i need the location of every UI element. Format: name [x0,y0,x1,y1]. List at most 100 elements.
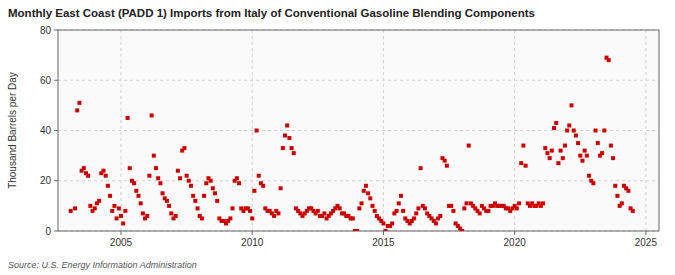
point [189,184,193,188]
point [580,159,584,163]
point [434,221,438,225]
point [152,154,156,158]
point [287,136,291,140]
source-note: Source: U.S. Energy Information Administ… [8,260,197,270]
point [351,216,355,220]
point [115,216,119,220]
point [613,184,617,188]
point [620,201,624,205]
point [478,211,482,215]
point [248,209,252,213]
point [136,194,140,198]
grid [58,30,659,231]
x-tick-label: 2025 [635,237,658,248]
point [545,151,549,155]
point [615,194,619,198]
point [596,141,600,145]
point [559,149,563,153]
point [449,204,453,208]
point [204,181,208,185]
point [591,181,595,185]
point [563,144,567,148]
point [69,209,73,213]
point [631,209,635,213]
point [626,189,630,193]
point [316,209,320,213]
point [139,201,143,205]
point [583,149,587,153]
x-grid-line [120,30,121,231]
point [611,156,615,160]
point [338,206,342,210]
point [423,206,427,210]
point [257,174,261,178]
point [397,201,401,205]
point [200,216,204,220]
x-tick-label: 2005 [110,237,133,248]
point [211,186,215,190]
x-tick-label: 2020 [504,237,527,248]
axes: 02040608020052010201520202025 [40,25,659,249]
point [364,184,368,188]
x-grid-line [252,30,253,231]
point [93,206,97,210]
point [117,206,121,210]
y-grid-line [58,180,659,181]
y-tick-label: 20 [40,175,52,186]
point [567,123,571,127]
point [355,229,359,231]
point [521,144,525,148]
point [169,211,173,215]
chart-container: 02040608020052010201520202025Monthly Eas… [0,0,675,275]
point [196,206,200,210]
point [132,181,136,185]
point [519,161,523,165]
point [594,129,598,133]
x-grid-line [645,30,646,231]
point [101,169,105,173]
y-tick [54,80,58,81]
point [381,221,385,225]
point [252,189,256,193]
chart-svg: 02040608020052010201520202025Monthly Eas… [0,0,675,275]
y-tick-label: 40 [40,125,52,136]
point [357,206,361,210]
point [438,214,442,218]
point [215,199,219,203]
point [384,229,388,231]
point [486,209,490,213]
x-grid-line [514,30,515,231]
point [167,204,171,208]
x-tick [383,231,384,235]
point [395,209,399,213]
point [390,221,394,225]
point [178,176,182,180]
point [368,196,372,200]
point [141,211,145,215]
y-tick [54,231,58,232]
y-tick [54,180,58,181]
point [185,174,189,178]
point [250,216,254,220]
point [110,209,114,213]
point [75,108,79,112]
point [235,176,239,180]
x-tick [514,231,515,235]
point [548,156,552,160]
point [126,116,130,120]
point [451,209,455,213]
point [119,214,123,218]
point [401,209,405,213]
point [193,199,197,203]
point [174,214,178,218]
point [445,164,449,168]
x-tick-label: 2010 [241,237,264,248]
point [602,129,606,133]
title: Monthly East Coast (PADD 1) Imports from… [8,7,535,19]
point [128,166,132,170]
point [556,161,560,165]
plot-frame [58,30,659,231]
point [261,184,265,188]
point [443,159,447,163]
point [86,174,90,178]
